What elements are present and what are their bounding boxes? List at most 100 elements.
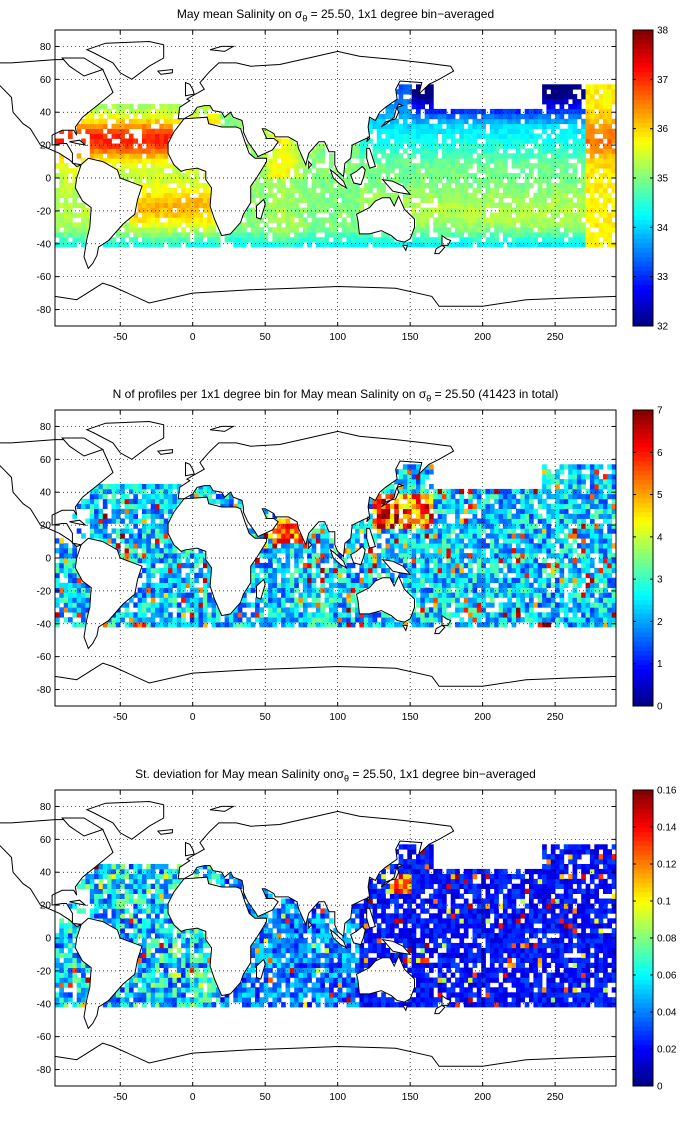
data-cell (272, 153, 278, 159)
data-cell (450, 202, 456, 208)
data-cell (407, 89, 412, 95)
data-cell (472, 192, 478, 199)
data-cell (276, 222, 282, 228)
data-cell (546, 94, 552, 100)
data-cell (542, 503, 547, 509)
data-cell (194, 562, 199, 569)
data-cell (376, 182, 382, 189)
data-cell (594, 533, 599, 539)
data-cell (68, 192, 73, 199)
data-cell (311, 558, 317, 564)
data-cell (416, 617, 421, 623)
data-cell (524, 538, 530, 544)
data-cell (85, 128, 91, 134)
data-cell (107, 153, 112, 159)
data-cell (468, 143, 473, 149)
data-cell (550, 158, 556, 164)
data-cell (476, 212, 482, 218)
data-cell (572, 237, 578, 243)
data-cell (589, 148, 595, 154)
data-cell (124, 222, 130, 228)
data-cell (481, 118, 486, 125)
data-cell (76, 607, 82, 613)
data-cell (120, 118, 125, 125)
data-cell (537, 488, 543, 495)
data-cell (559, 113, 565, 120)
data-cell (550, 582, 556, 588)
data-cell (368, 202, 373, 208)
data-cell (498, 553, 504, 559)
data-cell (315, 242, 321, 248)
data-cell (150, 237, 156, 243)
data-cell (559, 207, 565, 213)
data-cell (429, 178, 434, 184)
data-cell (468, 202, 473, 208)
data-cell (98, 133, 104, 139)
data-cell (324, 533, 330, 539)
data-cell (94, 118, 99, 125)
data-cell (437, 513, 443, 519)
data-cell (59, 237, 64, 243)
data-cell (189, 227, 195, 233)
data-cell (172, 577, 178, 583)
data-cell (198, 558, 204, 564)
data-cell (502, 128, 508, 134)
data-cell (450, 508, 456, 514)
data-cell (168, 572, 173, 579)
data-cell (102, 513, 108, 519)
data-cell (455, 508, 460, 514)
data-cell (342, 567, 347, 574)
data-cell (115, 488, 121, 495)
data-cell (268, 178, 273, 184)
data-cell (555, 528, 560, 534)
data-cell (589, 558, 595, 564)
data-cell (172, 108, 178, 115)
data-cell (572, 508, 578, 514)
data-cell (446, 173, 452, 179)
data-cell (598, 622, 604, 628)
data-cell (416, 242, 421, 248)
data-cell (381, 612, 386, 618)
data-cell (572, 592, 578, 598)
data-cell (420, 163, 425, 169)
data-cell (207, 488, 212, 495)
data-cell (450, 538, 456, 544)
data-cell (55, 187, 60, 194)
data-cell (107, 138, 112, 144)
data-cell (411, 237, 417, 243)
data-cell (176, 562, 182, 569)
data-cell (459, 528, 465, 534)
data-cell (285, 158, 291, 164)
data-cell (168, 567, 173, 574)
data-cell (329, 212, 334, 218)
data-cell (168, 553, 173, 559)
data-cell (576, 622, 582, 628)
data-cell (594, 523, 599, 529)
data-cell (146, 548, 151, 554)
data-cell (455, 148, 460, 154)
data-cell (263, 128, 269, 134)
data-cell (407, 582, 412, 588)
data-cell (381, 118, 386, 125)
data-cell (502, 163, 508, 169)
data-cell (542, 202, 547, 208)
data-cell (81, 118, 86, 125)
data-cell (455, 488, 460, 495)
data-cell (229, 617, 234, 623)
data-cell (311, 528, 317, 534)
data-cell (168, 118, 173, 125)
data-cell (150, 518, 156, 524)
data-cell (520, 168, 525, 174)
data-cell (463, 192, 469, 199)
data-cell (176, 622, 182, 628)
data-cell (481, 612, 486, 618)
data-cell (429, 192, 434, 199)
data-cell (446, 538, 452, 544)
data-cell (455, 153, 460, 159)
data-cell (520, 138, 525, 144)
data-cell (481, 503, 486, 509)
data-cell (150, 148, 156, 154)
data-cell (259, 577, 265, 583)
data-cell (350, 533, 356, 539)
data-cell (603, 518, 608, 524)
